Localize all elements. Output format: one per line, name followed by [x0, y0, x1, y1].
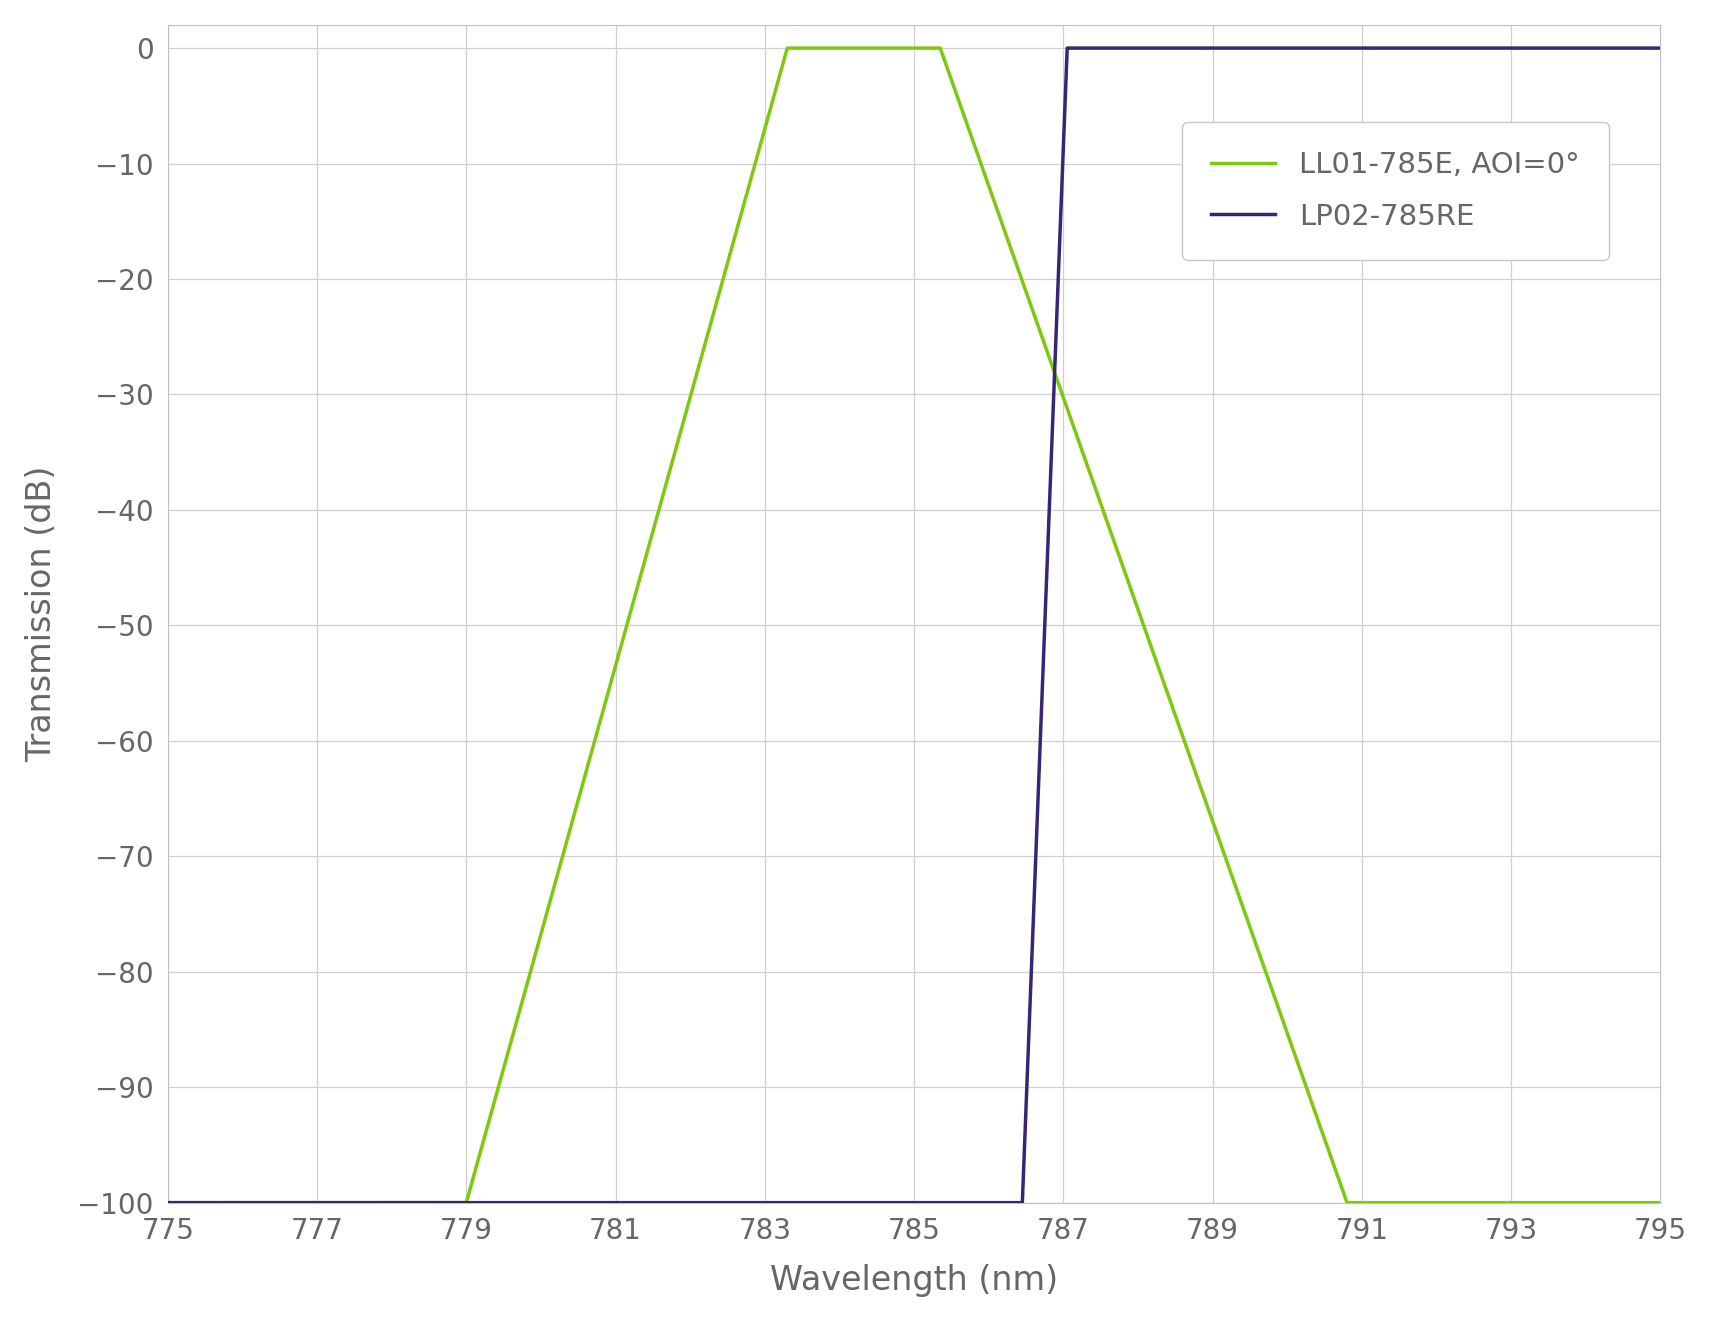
LP02-785RE: [1650, 40, 1671, 56]
LL01-785E, AOI=0°: [158, 1195, 178, 1211]
LL01-785E, AOI=0°: [777, 40, 798, 56]
LP02-785RE: [1056, 40, 1077, 56]
LP02-785RE: [450, 1195, 471, 1211]
LL01-785E, AOI=0°: [1650, 1195, 1671, 1211]
LL01-785E, AOI=0°: [164, 1195, 185, 1211]
LL01-785E, AOI=0°: [887, 40, 907, 56]
Legend: LL01-785E, AOI=0°, LP02-785RE: LL01-785E, AOI=0°, LP02-785RE: [1183, 122, 1609, 259]
Line: LL01-785E, AOI=0°: LL01-785E, AOI=0°: [168, 48, 1661, 1203]
LL01-785E, AOI=0°: [1572, 1195, 1592, 1211]
LP02-785RE: [219, 1195, 240, 1211]
Y-axis label: Transmission (dB): Transmission (dB): [26, 465, 58, 761]
X-axis label: Wavelength (nm): Wavelength (nm): [770, 1264, 1058, 1297]
LL01-785E, AOI=0°: [219, 1195, 240, 1211]
LP02-785RE: [158, 1195, 178, 1211]
LL01-785E, AOI=0°: [247, 1195, 267, 1211]
LL01-785E, AOI=0°: [450, 1195, 471, 1211]
LP02-785RE: [1572, 40, 1592, 56]
LP02-785RE: [164, 1195, 185, 1211]
LP02-785RE: [247, 1195, 267, 1211]
Line: LP02-785RE: LP02-785RE: [168, 48, 1661, 1203]
LP02-785RE: [887, 1195, 907, 1211]
